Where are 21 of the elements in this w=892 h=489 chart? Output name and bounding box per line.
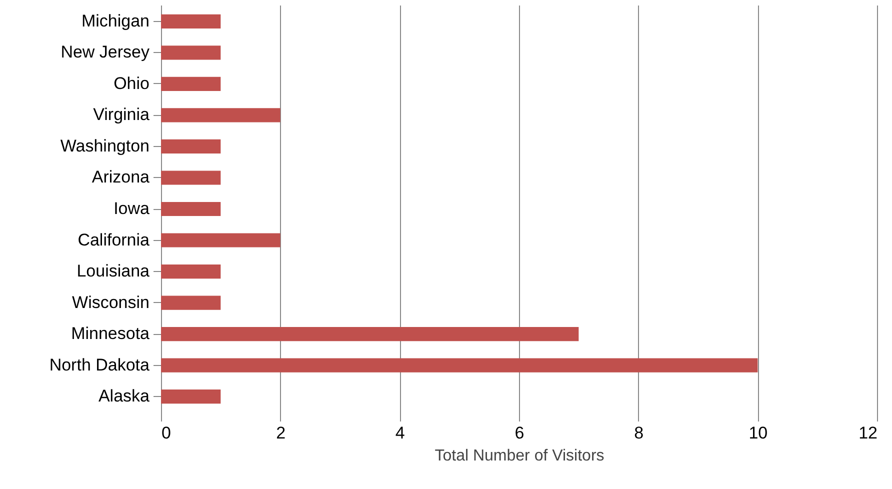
y-tick-label: Arizona [92, 168, 150, 187]
x-tick-label: 8 [634, 424, 644, 442]
x-tick-label: 0 [162, 424, 171, 442]
y-tick-label: New Jersey [60, 42, 150, 62]
y-tick-label: Minnesota [71, 324, 150, 344]
x-tick-label: 12 [858, 424, 878, 442]
y-tick-label: Michigan [81, 11, 150, 30]
x-tick-label: 10 [748, 424, 768, 442]
y-tick-label: North Dakota [49, 355, 150, 374]
y-tick-label: California [78, 230, 150, 250]
y-tick-label: Washington [60, 136, 150, 156]
y-tick-label: Louisiana [76, 262, 150, 281]
y-tick-label: Iowa [114, 199, 150, 218]
y-tick-label: Ohio [114, 74, 150, 93]
x-axis-title: Total Number of Visitors [434, 448, 604, 464]
y-tick-label: Virginia [93, 105, 150, 124]
x-tick-label: 2 [276, 424, 286, 442]
y-tick-label: Wisconsin [72, 292, 150, 312]
x-tick-label: 4 [395, 424, 405, 442]
y-tick-label: Alaska [98, 386, 150, 406]
x-tick-label: 6 [514, 424, 524, 442]
